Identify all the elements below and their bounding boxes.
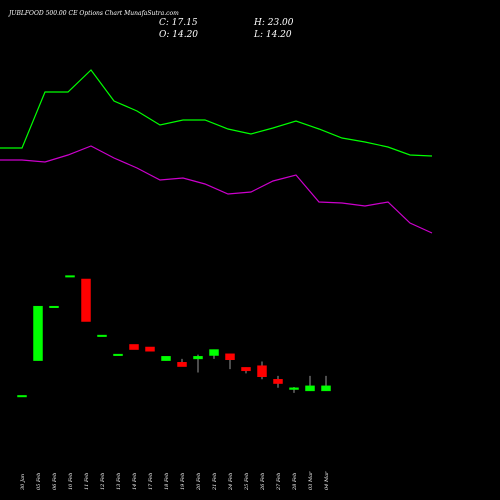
chart-title: JUBLFOOD 500.00 CE Options Chart MunafaS… — [7, 10, 179, 17]
x-tick-label: 19 Feb — [180, 473, 186, 490]
green-indicator-line — [0, 69, 433, 157]
x-tick-label: 11 Feb — [84, 473, 90, 490]
candle-body — [209, 349, 219, 356]
candle-body — [225, 353, 235, 360]
x-tick-label: 25 Feb — [244, 473, 250, 491]
x-tick-label: 28 Feb — [292, 473, 298, 491]
low-readout: L: 14.20 — [253, 30, 292, 40]
candle-body — [49, 305, 59, 308]
x-tick-label: 13 Feb — [116, 473, 122, 490]
x-tick-label: 18 Feb — [164, 473, 170, 490]
candle-body — [113, 353, 123, 356]
candle-body — [289, 387, 299, 390]
candle-body — [65, 275, 75, 278]
candles-group — [17, 275, 331, 398]
x-tick-label: 12 Feb — [100, 473, 106, 490]
candle-body — [81, 278, 91, 322]
x-tick-label: 10 Feb — [68, 473, 74, 490]
candle-body — [321, 385, 331, 392]
high-readout: H: 23.00 — [253, 18, 294, 28]
x-tick-label: 05 Feb — [36, 473, 42, 490]
x-tick-label: 24 Feb — [228, 473, 234, 491]
x-axis-ticks: 30 Jan 05 Feb 06 Feb 10 Feb 11 Feb 12 Feb 13 F… — [20, 471, 330, 491]
indicator-lines — [0, 69, 433, 234]
candle-body — [273, 379, 283, 384]
candle-body — [97, 334, 107, 337]
candle-body — [145, 346, 155, 352]
x-tick-label: 20 Feb — [196, 473, 202, 491]
magenta-indicator-line — [0, 145, 433, 234]
x-tick-label: 06 Feb — [52, 473, 58, 490]
x-tick-label: 21 Feb — [212, 473, 218, 491]
candle-body — [193, 356, 203, 360]
candle-body — [257, 365, 267, 378]
candle-body — [33, 305, 43, 361]
x-tick-label: 17 Feb — [148, 473, 154, 490]
candle-body — [241, 367, 251, 372]
candle-body — [305, 385, 315, 392]
x-tick-label: 26 Feb — [260, 473, 266, 491]
open-readout: O: 14.20 — [159, 30, 198, 40]
candle-body — [161, 356, 171, 361]
x-tick-label: 27 Feb — [276, 473, 282, 491]
close-readout: C: 17.15 — [159, 18, 198, 28]
x-tick-label: 04 Mar — [324, 471, 330, 490]
candle-body — [177, 362, 187, 367]
x-tick-label: 30 Jan — [20, 474, 26, 490]
candle-body — [129, 344, 139, 350]
candle-body — [17, 395, 27, 398]
x-tick-label: 03 Mar — [308, 471, 314, 490]
x-tick-label: 14 Feb — [132, 473, 138, 490]
